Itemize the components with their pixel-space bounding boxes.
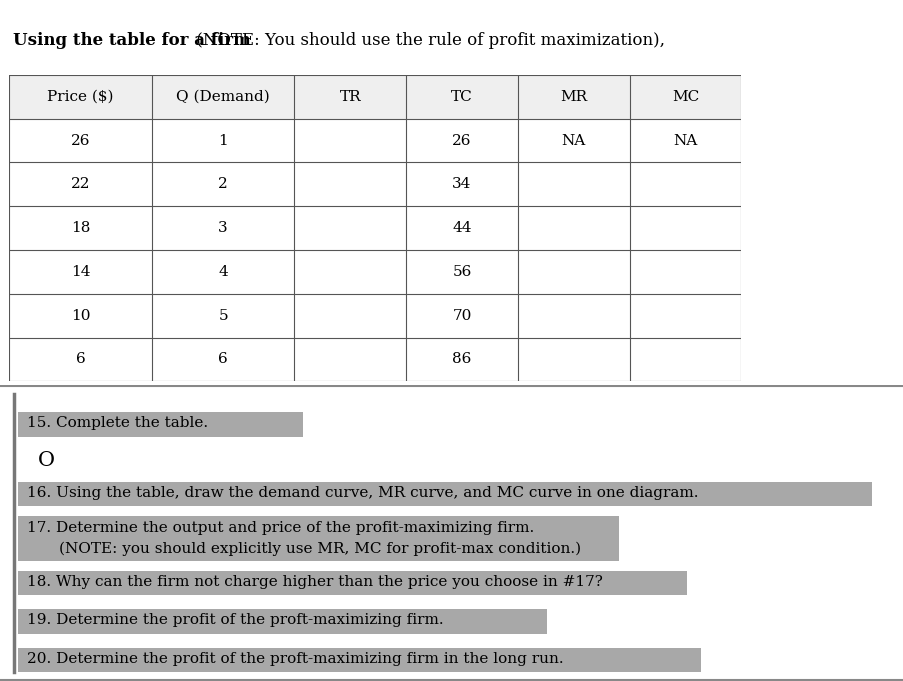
Text: Q (Demand): Q (Demand) <box>176 90 270 104</box>
Text: 6: 6 <box>218 353 228 366</box>
Text: 18. Why can the firm not charge higher than the price you choose in #17?: 18. Why can the firm not charge higher t… <box>27 575 602 589</box>
Bar <box>18 609 546 633</box>
Text: 4: 4 <box>218 265 228 279</box>
Text: NA: NA <box>673 133 697 148</box>
Text: 19. Determine the profit of the proft-maximizing firm.: 19. Determine the profit of the proft-ma… <box>27 614 443 627</box>
Bar <box>18 482 871 506</box>
Text: 14: 14 <box>70 265 90 279</box>
Text: (NOTE: you should explicitly use MR, MC for profit-max condition.): (NOTE: you should explicitly use MR, MC … <box>59 542 581 556</box>
Text: NA: NA <box>561 133 585 148</box>
Text: 3: 3 <box>218 221 228 235</box>
Text: 44: 44 <box>452 221 471 235</box>
Text: 18: 18 <box>70 221 90 235</box>
Text: 17. Determine the output and price of the profit-maximizing firm.: 17. Determine the output and price of th… <box>27 522 534 535</box>
Text: 6: 6 <box>76 353 85 366</box>
Text: 1: 1 <box>218 133 228 148</box>
Text: 2: 2 <box>218 177 228 191</box>
Bar <box>18 648 700 672</box>
Text: 26: 26 <box>452 133 471 148</box>
Text: O: O <box>38 451 55 470</box>
Bar <box>18 412 303 437</box>
Text: TR: TR <box>340 90 361 104</box>
Text: 22: 22 <box>70 177 90 191</box>
Text: 20. Determine the profit of the proft-maximizing firm in the long run.: 20. Determine the profit of the proft-ma… <box>27 652 563 666</box>
Text: Price ($): Price ($) <box>47 90 114 104</box>
Text: 10: 10 <box>70 308 90 323</box>
Text: 86: 86 <box>452 353 471 366</box>
Text: MR: MR <box>560 90 587 104</box>
Bar <box>9 75 740 118</box>
Text: 26: 26 <box>70 133 90 148</box>
Text: 70: 70 <box>452 308 471 323</box>
Text: Using the table for a firm: Using the table for a firm <box>14 33 251 49</box>
Text: 5: 5 <box>218 308 228 323</box>
Bar <box>18 571 686 595</box>
Text: 56: 56 <box>452 265 471 279</box>
Text: 16. Using the table, draw the demand curve, MR curve, and MC curve in one diagra: 16. Using the table, draw the demand cur… <box>27 486 698 500</box>
Bar <box>18 516 619 561</box>
Text: TC: TC <box>451 90 472 104</box>
Text: (NOTE: You should use the rule of profit maximization),: (NOTE: You should use the rule of profit… <box>191 33 664 49</box>
Text: 34: 34 <box>452 177 471 191</box>
Text: MC: MC <box>671 90 698 104</box>
Text: 15. Complete the table.: 15. Complete the table. <box>27 416 208 430</box>
